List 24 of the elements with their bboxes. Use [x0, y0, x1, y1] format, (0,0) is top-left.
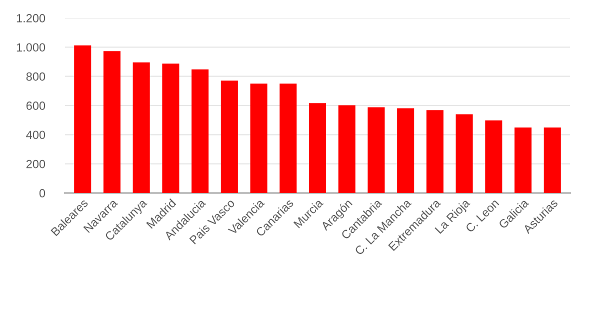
bar	[220, 80, 238, 193]
y-tick-label: 200	[26, 160, 46, 168]
bar	[338, 105, 356, 193]
bar	[192, 69, 209, 193]
bar	[103, 51, 120, 193]
bar	[485, 120, 502, 193]
y-tick-label: 600	[26, 102, 46, 110]
y-tick-label: 400	[26, 130, 46, 140]
bar	[456, 114, 473, 193]
y-tick-label: 800	[26, 72, 46, 81]
bar	[397, 108, 414, 193]
bar	[280, 84, 297, 193]
bar	[74, 45, 92, 193]
bar	[426, 110, 444, 193]
bar	[132, 62, 150, 193]
bar	[368, 107, 385, 193]
bar	[514, 128, 532, 193]
y-tick-label: 0	[39, 189, 46, 198]
bar	[162, 64, 180, 193]
bar	[308, 103, 326, 193]
bar	[544, 128, 561, 193]
bar	[250, 84, 268, 193]
y-tick-label: 1.000	[16, 43, 46, 52]
y-tick-label: 1.200	[16, 14, 46, 22]
